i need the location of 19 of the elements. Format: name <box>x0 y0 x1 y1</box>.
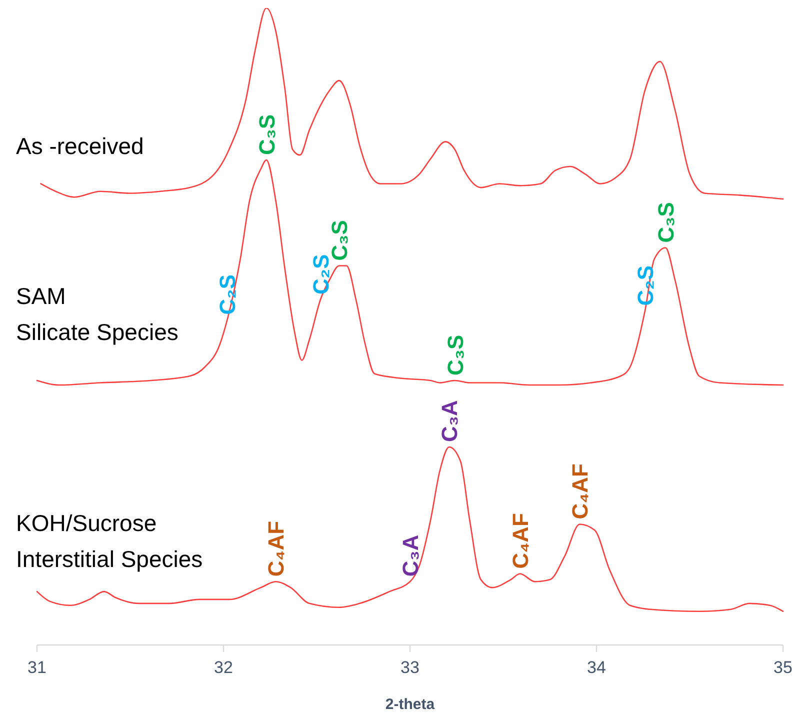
series-label: KOH/Sucrose Interstitial Species <box>16 510 203 572</box>
x-tick-label: 34 <box>587 658 606 677</box>
series-label: SAM Silicate Species <box>16 283 178 345</box>
x-tick-label: 31 <box>28 658 46 677</box>
annotation: C₃S <box>654 202 679 243</box>
x-axis-title: 2-theta <box>385 696 436 713</box>
series-label: As -received <box>16 133 144 159</box>
annotation: C₃A <box>437 400 462 442</box>
annotation: C₄AF <box>568 464 593 520</box>
annotation: C₃S <box>254 114 280 155</box>
annotation: C₄AF <box>508 513 534 569</box>
x-tick-label: 33 <box>400 658 420 677</box>
annotation: C₂S <box>632 265 658 306</box>
x-tick-label: 32 <box>214 658 233 677</box>
annotation: C₃A <box>398 534 423 577</box>
x-tick-label: 35 <box>774 658 792 677</box>
annotation: C₃S <box>442 334 468 376</box>
annotation: C₄AF <box>264 520 289 577</box>
annotation: C₂S <box>215 274 240 315</box>
